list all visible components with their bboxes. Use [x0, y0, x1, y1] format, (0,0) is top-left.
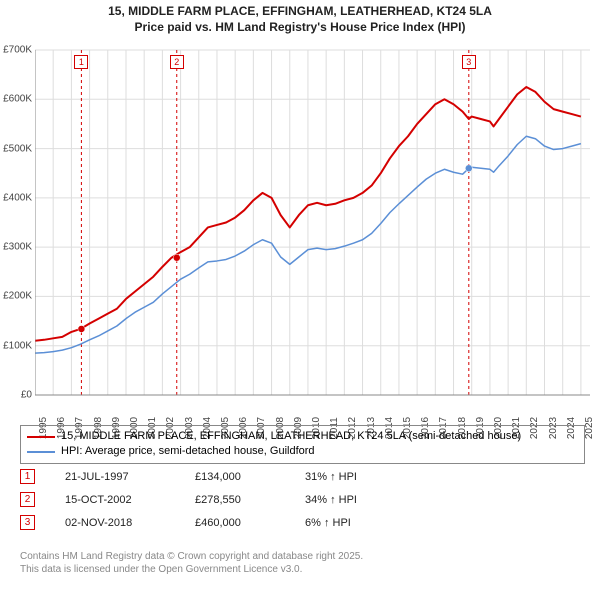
sale-row: 3 02-NOV-2018 £460,000 6% ↑ HPI	[20, 511, 585, 534]
y-tick-label: £100K	[3, 340, 32, 351]
y-tick-label: £0	[21, 390, 32, 401]
legend-swatch-property	[27, 436, 55, 438]
y-tick-label: £200K	[3, 291, 32, 302]
title-line-2: Price paid vs. HM Land Registry's House …	[135, 20, 466, 34]
sale-marker: 1	[20, 469, 35, 484]
footer-line-2: This data is licensed under the Open Gov…	[20, 564, 302, 575]
sales-table: 1 21-JUL-1997 £134,000 31% ↑ HPI 2 15-OCT-200…	[20, 465, 585, 534]
sale-marker: 3	[20, 515, 35, 530]
legend-item-hpi: HPI: Average price, semi-detached house,…	[27, 444, 578, 459]
sale-hpi: 31% ↑ HPI	[305, 471, 405, 483]
legend-item-property: 15, MIDDLE FARM PLACE, EFFINGHAM, LEATHE…	[27, 429, 578, 444]
sale-hpi: 34% ↑ HPI	[305, 494, 405, 506]
sale-price: £134,000	[195, 471, 275, 483]
sale-date: 15-OCT-2002	[65, 494, 165, 506]
chart-plot-area	[35, 45, 595, 415]
x-tick-label: 2025	[584, 417, 595, 439]
sale-marker: 2	[20, 492, 35, 507]
y-tick-label: £500K	[3, 143, 32, 154]
sale-badge: 1	[74, 55, 88, 69]
y-tick-label: £600K	[3, 94, 32, 105]
chart-title: 15, MIDDLE FARM PLACE, EFFINGHAM, LEATHE…	[0, 0, 600, 35]
legend-label-hpi: HPI: Average price, semi-detached house,…	[61, 444, 315, 459]
sale-row: 2 15-OCT-2002 £278,550 34% ↑ HPI	[20, 488, 585, 511]
sale-price: £278,550	[195, 494, 275, 506]
legend-swatch-hpi	[27, 451, 55, 453]
sale-badge: 3	[462, 55, 476, 69]
chart-container: 15, MIDDLE FARM PLACE, EFFINGHAM, LEATHE…	[0, 0, 600, 590]
title-line-1: 15, MIDDLE FARM PLACE, EFFINGHAM, LEATHE…	[108, 4, 492, 18]
y-tick-label: £400K	[3, 192, 32, 203]
sale-badge: 2	[170, 55, 184, 69]
sale-row: 1 21-JUL-1997 £134,000 31% ↑ HPI	[20, 465, 585, 488]
y-tick-label: £300K	[3, 242, 32, 253]
footer-note: Contains HM Land Registry data © Crown c…	[20, 550, 585, 576]
legend-label-property: 15, MIDDLE FARM PLACE, EFFINGHAM, LEATHE…	[61, 429, 521, 444]
footer-line-1: Contains HM Land Registry data © Crown c…	[20, 551, 363, 562]
sale-date: 02-NOV-2018	[65, 517, 165, 529]
legend: 15, MIDDLE FARM PLACE, EFFINGHAM, LEATHE…	[20, 425, 585, 464]
sale-price: £460,000	[195, 517, 275, 529]
sale-hpi: 6% ↑ HPI	[305, 517, 405, 529]
y-tick-label: £700K	[3, 45, 32, 56]
sale-date: 21-JUL-1997	[65, 471, 165, 483]
chart-svg	[35, 45, 595, 415]
